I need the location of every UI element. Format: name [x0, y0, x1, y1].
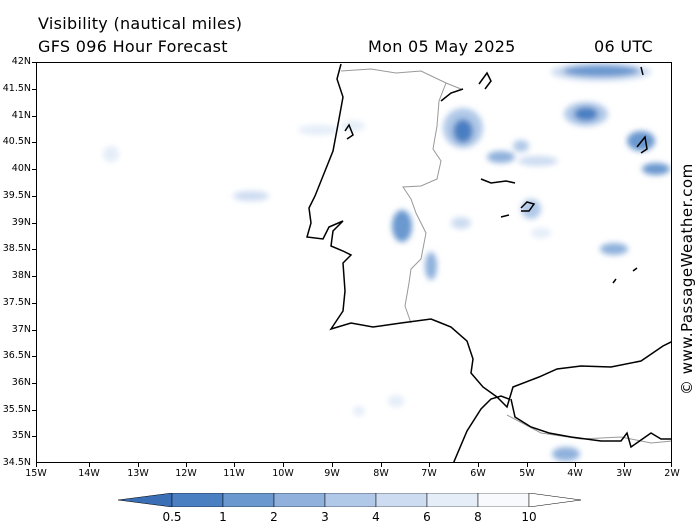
lat-label: 39.5N — [2, 190, 31, 201]
map-title: Visibility (nautical miles) — [38, 14, 243, 33]
lat-label: 39N — [11, 217, 31, 228]
legend-label: 2 — [270, 510, 278, 524]
legend-label: 3 — [321, 510, 329, 524]
lat-label: 34.5N — [2, 457, 31, 468]
lat-label: 38N — [11, 270, 31, 281]
lon-label: 3W — [616, 468, 632, 479]
legend-swatch — [273, 493, 326, 507]
country-borders — [340, 68, 671, 444]
axis-tick — [32, 303, 36, 304]
axis-tick — [36, 463, 37, 467]
legend-label: 4 — [372, 510, 380, 524]
lon-label: 4W — [567, 468, 583, 479]
axis-tick — [575, 463, 576, 467]
axis-tick — [32, 89, 36, 90]
axis-tick — [332, 463, 333, 467]
legend-swatch — [375, 493, 428, 507]
lon-label: 13W — [127, 468, 149, 479]
website-credit-text: © www.PassageWeather.com — [678, 163, 696, 395]
axis-tick — [624, 463, 625, 467]
lon-label: 7W — [421, 468, 437, 479]
axis-tick — [32, 330, 36, 331]
lat-label: 38.5N — [2, 243, 31, 254]
legend-label: 0.5 — [162, 510, 182, 524]
axis-tick — [186, 463, 187, 467]
lon-label: 11W — [223, 468, 245, 479]
axis-tick — [32, 410, 36, 411]
lon-label: 2W — [664, 468, 680, 479]
axis-tick — [32, 169, 36, 170]
axis-tick — [32, 356, 36, 357]
lat-label: 41N — [11, 110, 31, 121]
forecast-date: Mon 05 May 2025 — [368, 37, 516, 56]
axis-tick — [478, 463, 479, 467]
legend-swatch — [324, 493, 377, 507]
axis-tick — [32, 223, 36, 224]
axis-tick — [381, 463, 382, 467]
map-area — [36, 62, 672, 463]
axis-tick — [138, 463, 139, 467]
axis-tick — [32, 142, 36, 143]
axis-tick — [32, 196, 36, 197]
axis-tick — [32, 436, 36, 437]
lat-label: 37N — [11, 324, 31, 335]
lon-label: 12W — [175, 468, 197, 479]
visibility-shading — [103, 63, 670, 461]
forecast-label: GFS 096 Hour Forecast — [38, 37, 228, 56]
color-legend — [118, 493, 582, 507]
axis-tick — [429, 463, 430, 467]
legend-label: 10 — [521, 510, 537, 524]
lat-label: 40N — [11, 163, 31, 174]
axis-tick — [32, 383, 36, 384]
lon-label: 15W — [25, 468, 47, 479]
legend-swatch — [222, 493, 275, 507]
lon-label: 8W — [373, 468, 389, 479]
axis-tick — [32, 249, 36, 250]
legend-label: 6 — [423, 510, 431, 524]
legend-swatch — [528, 493, 582, 507]
legend-swatch — [118, 493, 173, 507]
axis-tick — [89, 463, 90, 467]
axis-tick — [32, 116, 36, 117]
axis-tick — [283, 463, 284, 467]
lon-label: 5W — [519, 468, 535, 479]
legend-swatch — [171, 493, 224, 507]
legend-swatch — [477, 493, 530, 507]
lat-label: 40.5N — [2, 136, 31, 147]
legend-label: 1 — [219, 510, 227, 524]
lat-label: 36.5N — [2, 350, 31, 361]
forecast-time: 06 UTC — [594, 37, 653, 56]
lon-label: 14W — [78, 468, 100, 479]
axis-tick — [32, 62, 36, 63]
lat-label: 41.5N — [2, 83, 31, 94]
lat-label: 42N — [11, 56, 31, 67]
lon-label: 10W — [272, 468, 294, 479]
coastlines — [306, 63, 671, 462]
lat-label: 36N — [11, 377, 31, 388]
legend-label: 8 — [474, 510, 482, 524]
axis-tick — [671, 463, 672, 467]
legend-swatch — [426, 493, 479, 507]
lat-label: 35N — [11, 430, 31, 441]
lon-label: 6W — [470, 468, 486, 479]
axis-tick — [527, 463, 528, 467]
visibility-map — [103, 63, 671, 462]
axis-tick — [234, 463, 235, 467]
lat-label: 35.5N — [2, 404, 31, 415]
lat-label: 37.5N — [2, 297, 31, 308]
lon-label: 9W — [324, 468, 340, 479]
axis-tick — [32, 276, 36, 277]
